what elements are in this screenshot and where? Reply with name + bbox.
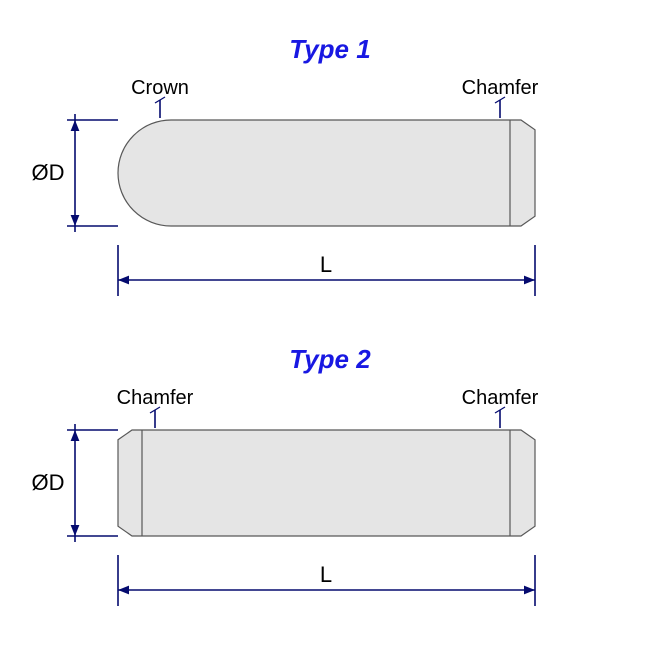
type2-right-label: Chamfer bbox=[462, 387, 539, 409]
type2-d-label: ØD bbox=[32, 470, 65, 495]
type1-right-label: Chamfer bbox=[462, 77, 539, 99]
type1-d-label: ØD bbox=[32, 160, 65, 185]
type1-l-label: L bbox=[320, 252, 332, 277]
type2-title: Type 2 bbox=[289, 344, 371, 374]
type1-pin bbox=[118, 120, 535, 226]
type1-left-label: Crown bbox=[131, 77, 189, 99]
type2-l-label: L bbox=[320, 562, 332, 587]
type2-left-label: Chamfer bbox=[117, 387, 194, 409]
type2-pin bbox=[118, 430, 535, 536]
type1-title: Type 1 bbox=[289, 34, 370, 64]
